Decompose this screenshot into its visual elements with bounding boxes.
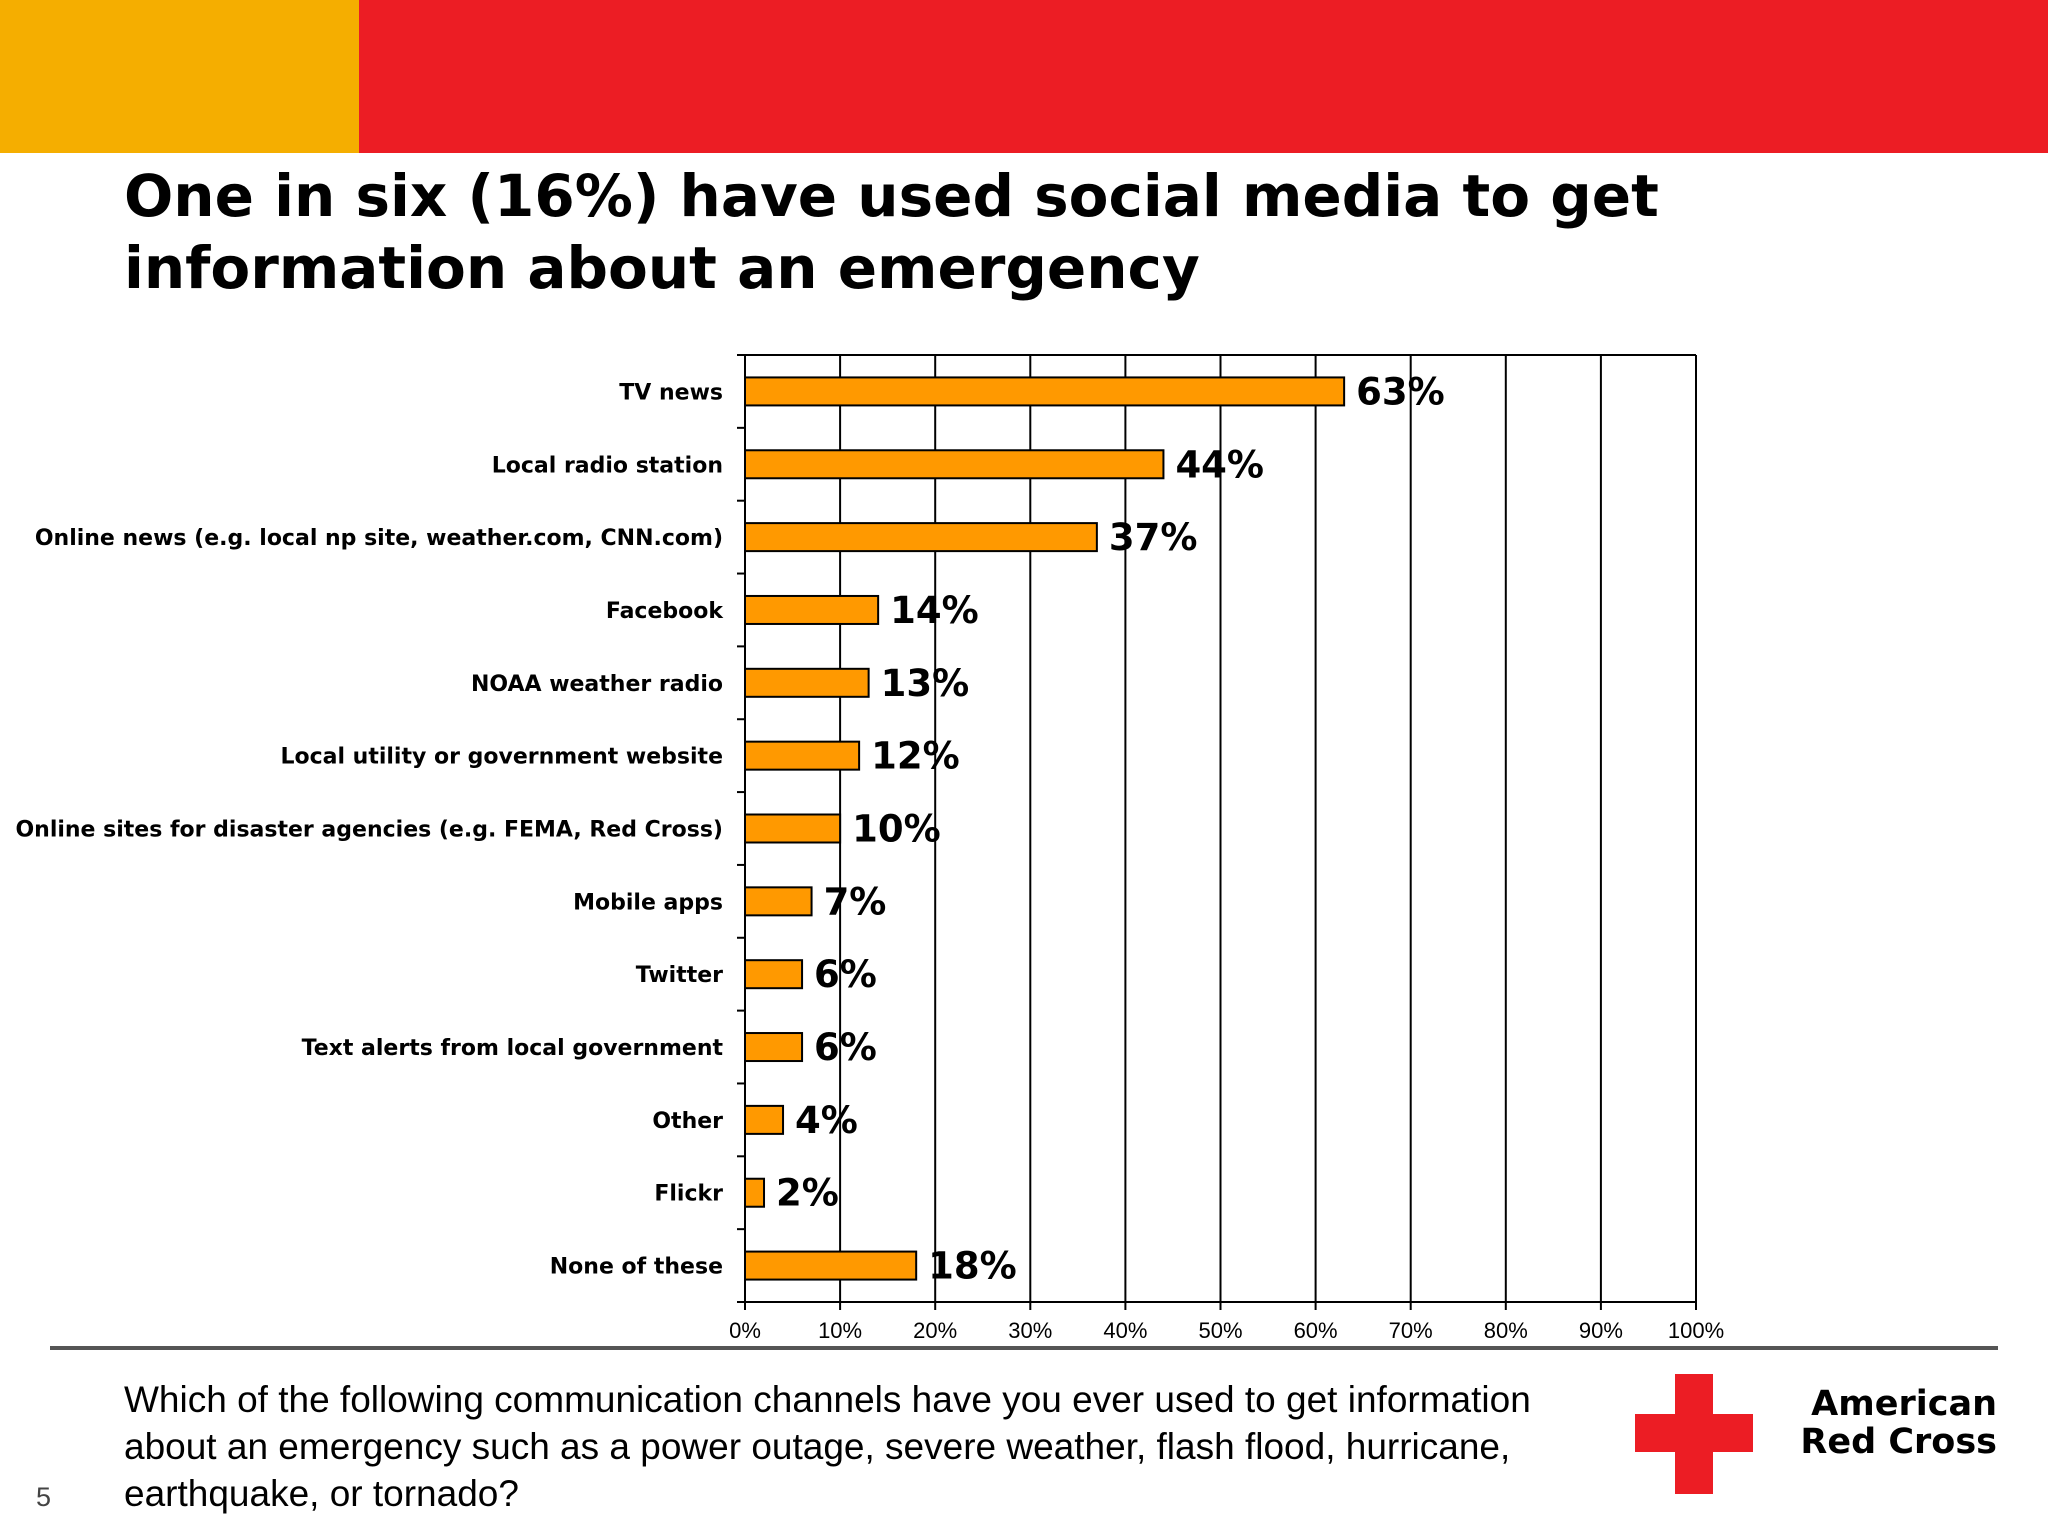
- bar: [744, 522, 1098, 553]
- data-label: 44%: [1175, 443, 1264, 486]
- american-red-cross-logo: American Red Cross: [1635, 1374, 1997, 1494]
- data-label: 14%: [890, 589, 979, 632]
- logo-text-line1: American: [1811, 1384, 1997, 1424]
- x-tick-label: 40%: [1103, 1318, 1147, 1340]
- bar: [744, 1250, 918, 1281]
- data-label: 6%: [814, 1026, 877, 1069]
- data-label: 10%: [852, 808, 941, 851]
- logo-text-line2: Red Cross: [1800, 1422, 1997, 1462]
- bar: [744, 1104, 785, 1135]
- data-label: 4%: [795, 1099, 858, 1142]
- bar: [744, 740, 861, 771]
- data-label: 13%: [881, 662, 970, 705]
- data-label: 6%: [814, 953, 877, 996]
- data-label: 37%: [1109, 516, 1198, 559]
- bar: [744, 376, 1346, 407]
- category-label: Text alerts from local government: [302, 1036, 724, 1061]
- bar: [744, 449, 1165, 480]
- category-label: Local utility or government website: [280, 745, 723, 770]
- x-tick-label: 60%: [1294, 1318, 1338, 1340]
- category-label: Local radio station: [492, 453, 723, 478]
- category-label: TV news: [619, 380, 723, 405]
- bar: [744, 813, 842, 844]
- data-label: 2%: [776, 1172, 839, 1215]
- x-tick-label: 70%: [1389, 1318, 1433, 1340]
- survey-question: Which of the following communication cha…: [124, 1379, 1531, 1514]
- data-label: 12%: [871, 735, 960, 778]
- category-label: Twitter: [636, 963, 723, 988]
- category-label: Flickr: [654, 1182, 723, 1207]
- slide-title: One in six (16%) have used social media …: [124, 162, 1659, 302]
- header-band-red: [359, 0, 2048, 153]
- data-label: 7%: [824, 880, 887, 923]
- footer-divider: [50, 1346, 1998, 1350]
- category-label: Facebook: [606, 599, 725, 624]
- x-tick-label: 50%: [1198, 1318, 1242, 1340]
- category-label: Online news (e.g. local np site, weather…: [35, 526, 723, 551]
- header-band-yellow: [0, 0, 359, 153]
- x-tick-label: 0%: [729, 1318, 761, 1340]
- x-tick-label: 30%: [1008, 1318, 1052, 1340]
- category-label: Other: [652, 1109, 723, 1134]
- bar: [744, 1032, 804, 1063]
- category-label: Online sites for disaster agencies (e.g.…: [15, 818, 723, 843]
- data-label: 63%: [1356, 370, 1445, 413]
- bar: [744, 667, 870, 698]
- bar-chart: 0% 10% 20% 30% 40% 50% 60% 70% 80% 90% 100% TV news…: [15, 354, 1724, 1340]
- bar: [744, 886, 813, 917]
- x-tick-label: 20%: [913, 1318, 957, 1340]
- category-label: None of these: [550, 1255, 723, 1280]
- data-label: 18%: [928, 1245, 1017, 1288]
- bar: [744, 1177, 766, 1208]
- bar: [744, 594, 880, 625]
- category-label: NOAA weather radio: [471, 672, 723, 697]
- page-number: 5: [36, 1482, 52, 1512]
- x-tick-label: 100%: [1668, 1318, 1724, 1340]
- x-tick-label: 10%: [818, 1318, 862, 1340]
- x-tick-label: 90%: [1579, 1318, 1623, 1340]
- x-tick-label: 80%: [1484, 1318, 1528, 1340]
- category-label: Mobile apps: [573, 890, 723, 915]
- red-cross-icon: [1635, 1374, 1753, 1494]
- bar: [744, 959, 804, 990]
